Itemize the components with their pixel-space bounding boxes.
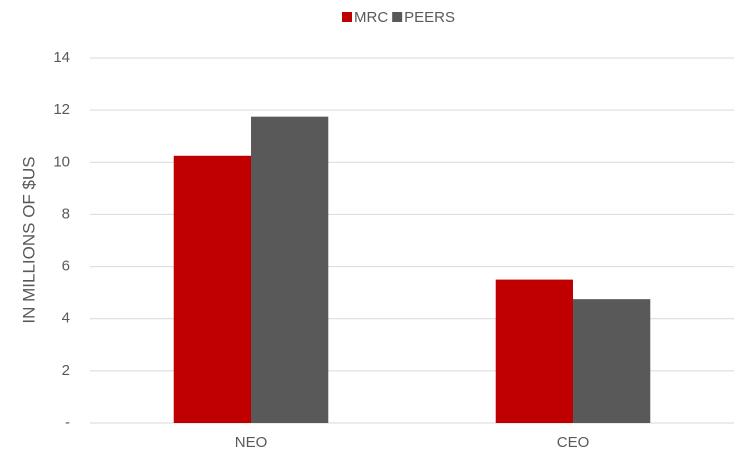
y-tick-label: 12 xyxy=(53,101,70,118)
y-tick-label: 6 xyxy=(62,258,70,275)
legend-label: PEERS xyxy=(404,9,455,26)
bar xyxy=(251,116,329,424)
y-tick-label: 10 xyxy=(53,153,70,170)
x-tick-label: CEO xyxy=(557,434,590,451)
legend-swatch xyxy=(392,12,403,22)
bar xyxy=(173,155,251,423)
y-tick-label: 2 xyxy=(62,362,70,379)
x-tick-label: NEO xyxy=(235,434,268,451)
bar xyxy=(495,279,573,423)
bar xyxy=(573,299,651,423)
y-tick-label: 8 xyxy=(62,205,70,222)
y-tick-label: - xyxy=(65,414,70,431)
y-tick-label: 14 xyxy=(53,49,70,66)
legend-swatch xyxy=(342,12,352,22)
legend-label: MRC xyxy=(354,9,388,26)
y-axis-label: IN MILLIONS OF $US xyxy=(19,156,38,323)
y-tick-label: 4 xyxy=(62,310,70,327)
